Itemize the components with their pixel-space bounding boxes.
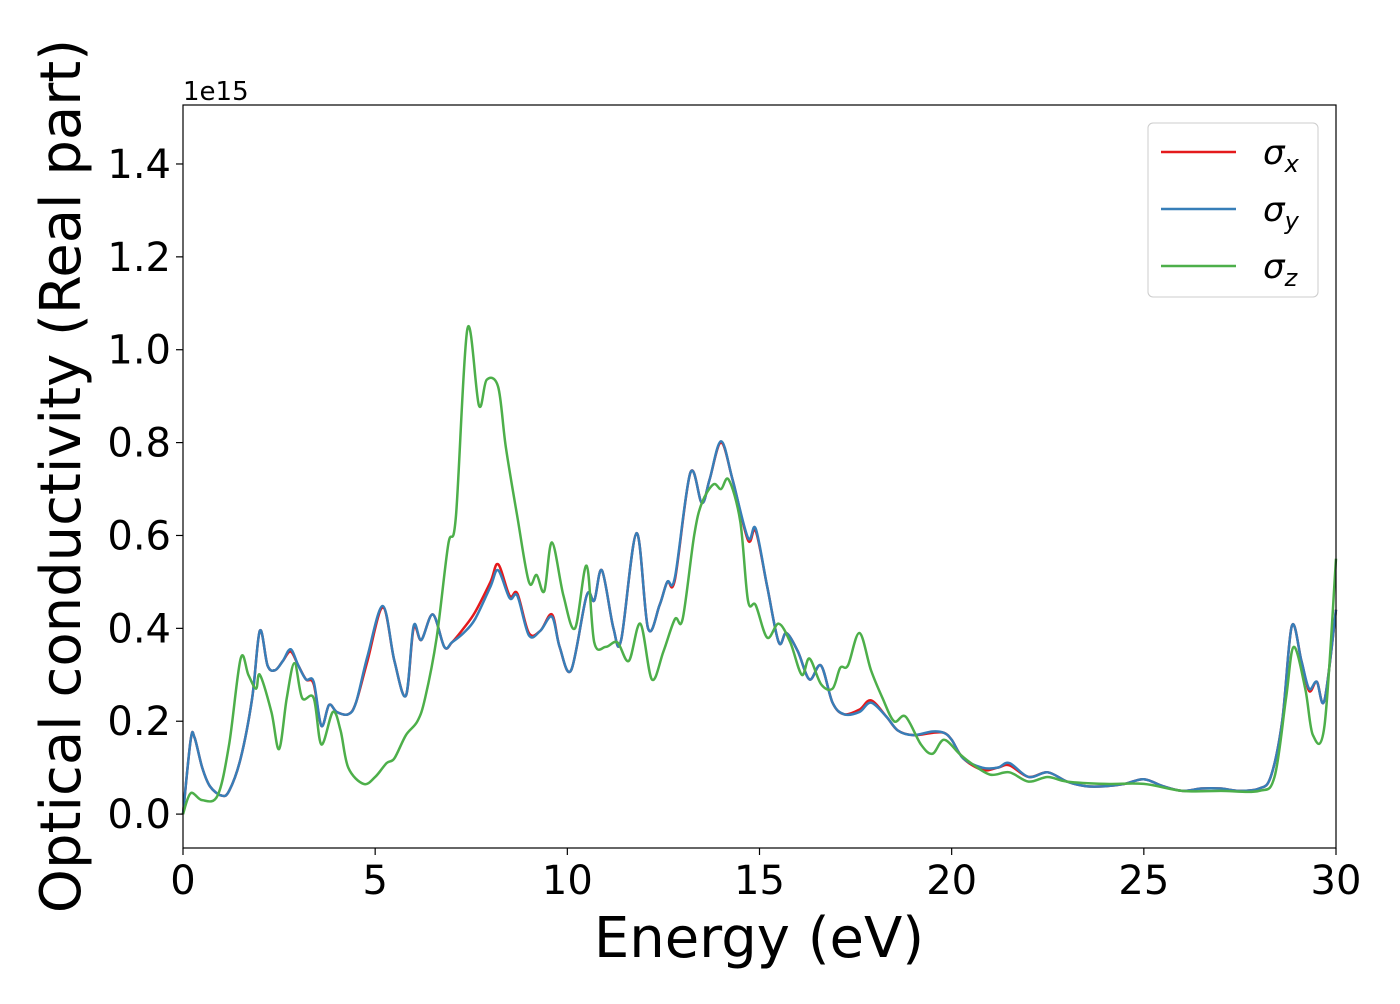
legend-label-z: σz [1263, 247, 1299, 292]
x-tick-label: 5 [362, 858, 387, 904]
x-tick-label: 10 [542, 858, 593, 904]
legend-subscript: y [1284, 207, 1300, 235]
series-line-x [181, 441, 1338, 815]
y-tick-label: 0.4 [107, 606, 171, 652]
y-tick-label: 0.6 [107, 513, 171, 559]
legend-label-y: σy [1263, 190, 1300, 235]
legend-subscript: x [1284, 150, 1300, 178]
x-axis-ticks: 0 5 10 15 20 25 30 [170, 848, 1361, 904]
x-tick-label: 15 [734, 858, 785, 904]
series-layer [181, 324, 1338, 815]
legend-symbol: σ [1263, 133, 1286, 173]
x-tick-label: 20 [926, 858, 977, 904]
x-axis-label: Energy (eV) [594, 906, 924, 971]
series-line-z [181, 324, 1338, 815]
y-tick-label: 1.2 [107, 235, 171, 281]
x-tick-label: 0 [170, 858, 195, 904]
x-tick-label: 30 [1311, 858, 1362, 904]
legend-label-x: σx [1263, 133, 1300, 178]
y-offset-label: 1e15 [183, 77, 249, 107]
y-tick-label: 0.2 [107, 699, 171, 745]
legend-symbol: σ [1263, 190, 1286, 230]
legend-subscript: z [1284, 264, 1299, 292]
y-tick-label: 1.0 [107, 328, 171, 374]
y-axis-label: Optical conductivity (Real part) [29, 39, 94, 913]
x-tick-label: 25 [1118, 858, 1169, 904]
y-tick-label: 0.8 [107, 421, 171, 467]
y-tick-label: 0.0 [107, 792, 171, 838]
y-axis-ticks: 0.0 0.2 0.4 0.6 0.8 1.0 1.2 1.4 [107, 142, 183, 838]
legend-symbol: σ [1263, 247, 1286, 287]
series-line-y [181, 439, 1338, 815]
y-tick-label: 1.4 [107, 142, 171, 188]
